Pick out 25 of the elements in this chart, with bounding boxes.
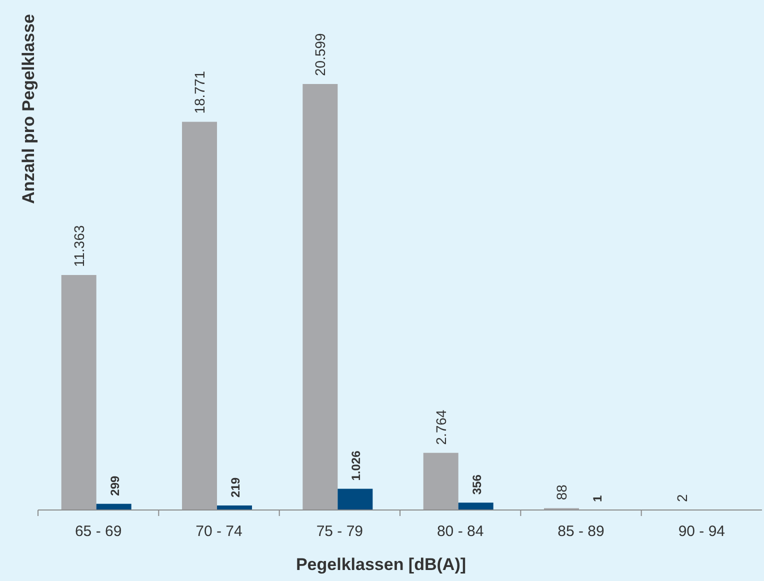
data-label: 1.026 bbox=[349, 450, 364, 481]
x-axis-title: Pegelklassen [dB(A)] bbox=[296, 555, 466, 574]
x-tick-label: 90 - 94 bbox=[678, 523, 726, 540]
data-label: 356 bbox=[470, 474, 484, 495]
x-tick-label: 70 - 74 bbox=[196, 523, 242, 540]
bar bbox=[458, 502, 494, 510]
x-tick-label: 75 - 79 bbox=[316, 523, 364, 540]
bar bbox=[61, 275, 96, 510]
x-tick-label: 80 - 84 bbox=[436, 523, 484, 540]
bar bbox=[182, 122, 217, 510]
data-label: 88 bbox=[554, 484, 570, 500]
bar bbox=[302, 84, 338, 510]
data-label: 299 bbox=[108, 475, 122, 496]
data-label: 219 bbox=[228, 477, 242, 498]
y-axis-title: Anzahl pro Pegelklasse bbox=[19, 14, 38, 204]
x-tick-label: 65 - 69 bbox=[74, 523, 122, 540]
data-label: 1 bbox=[590, 494, 604, 502]
data-label: 11.363 bbox=[70, 225, 87, 268]
data-label: 20.599 bbox=[312, 32, 328, 76]
data-label: 2.764 bbox=[432, 410, 449, 445]
bar bbox=[423, 452, 458, 510]
data-label: 2 bbox=[674, 494, 690, 502]
bar bbox=[338, 488, 373, 510]
x-tick-label: 85 - 89 bbox=[558, 523, 604, 540]
data-label: 18.771 bbox=[192, 70, 208, 114]
